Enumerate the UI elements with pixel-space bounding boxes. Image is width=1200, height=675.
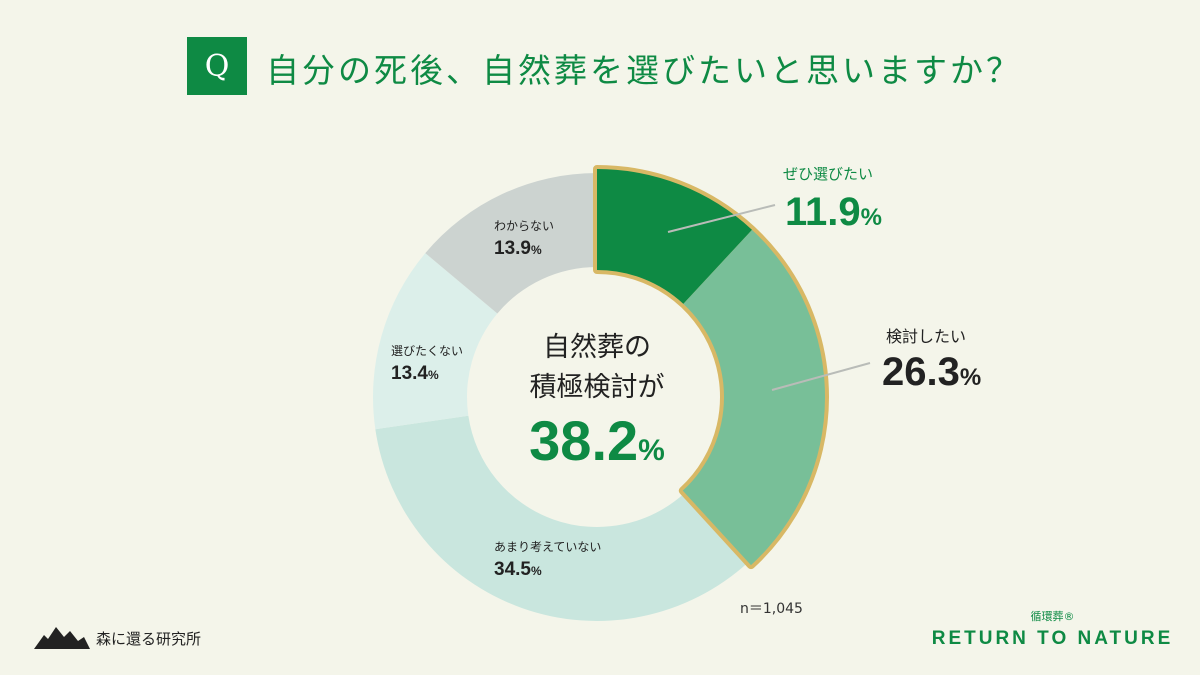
donut-slice-2	[375, 415, 749, 622]
label-value-0: 11.9%	[785, 190, 882, 234]
lab-logo: 森に還る研究所	[32, 625, 201, 651]
brand-main: RETURN TO NATURE	[931, 628, 1174, 649]
sample-size: n＝1,045	[740, 601, 803, 617]
brand-sub: 循環葬®	[1030, 610, 1075, 623]
lab-logo-text: 森に還る研究所	[96, 629, 202, 648]
label-category-0: ぜひ選びたい	[783, 165, 874, 183]
label-4: わからない 13.9%	[494, 219, 555, 259]
label-category-2: あまり考えていない	[494, 540, 602, 554]
label-value-1: 26.3%	[882, 350, 982, 394]
center-value: 38.2%	[529, 409, 665, 472]
question-title: 自分の死後、自然葬を選びたいと思いますか？	[266, 51, 1022, 90]
leader-line-1	[771, 362, 871, 391]
question-badge: Q	[187, 37, 247, 95]
donut-slice-0	[597, 169, 753, 304]
donut-slice-4	[425, 173, 597, 314]
donut-slice-3	[373, 253, 498, 430]
leader-line-0	[667, 204, 776, 233]
label-2: あまり考えていない 34.5%	[494, 540, 602, 580]
label-category-1: 検討したい	[886, 327, 967, 346]
donut-slice-1	[682, 229, 825, 566]
label-3: 選びたくない 13.4%	[391, 344, 464, 384]
brand-logo: 循環葬® RETURN TO NATURE	[930, 608, 1175, 650]
forest-icon	[34, 627, 90, 649]
center-text: 自然葬の 積極検討が	[529, 332, 665, 403]
